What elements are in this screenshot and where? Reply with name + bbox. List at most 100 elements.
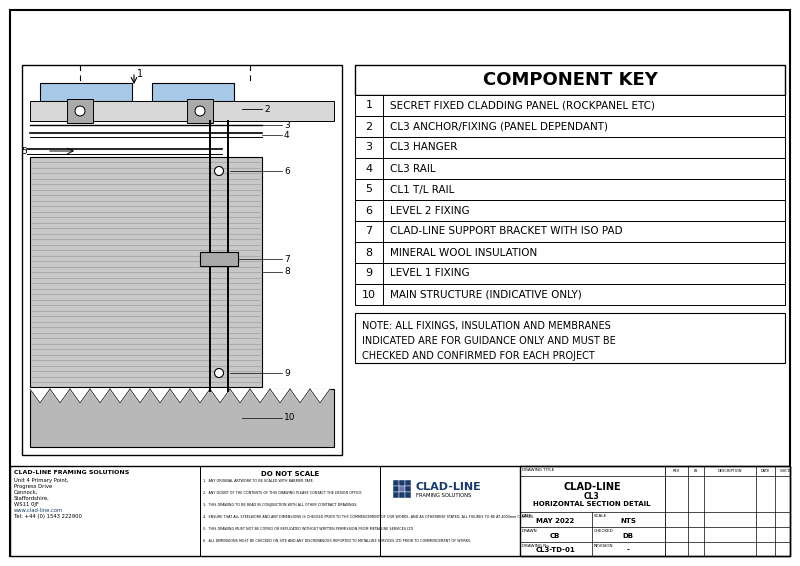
Text: BY: BY xyxy=(694,469,698,473)
Text: DATE: DATE xyxy=(522,514,533,518)
Text: 5: 5 xyxy=(22,147,27,156)
Bar xyxy=(355,263,785,284)
Bar xyxy=(30,101,334,121)
Text: 9: 9 xyxy=(366,268,373,278)
Bar xyxy=(10,466,790,556)
Circle shape xyxy=(195,106,205,116)
Text: CL1 T/L RAIL: CL1 T/L RAIL xyxy=(390,185,454,195)
Bar xyxy=(355,284,785,305)
Polygon shape xyxy=(290,389,310,403)
Polygon shape xyxy=(30,389,50,403)
Text: 4.  ENSURE THAT ALL STEELWORK AND ANY DIMENSIONS IS CHECKED PRIOR TO THE COMMENC: 4. ENSURE THAT ALL STEELWORK AND ANY DIM… xyxy=(203,515,534,519)
Text: 5: 5 xyxy=(366,185,373,195)
Bar xyxy=(355,313,785,363)
Text: CL3: CL3 xyxy=(584,492,600,501)
Polygon shape xyxy=(130,389,150,403)
Bar xyxy=(30,389,334,447)
Bar xyxy=(355,95,785,116)
Polygon shape xyxy=(90,389,110,403)
Text: DRAWING No.: DRAWING No. xyxy=(522,544,550,548)
Bar xyxy=(187,99,213,123)
Text: DATE: DATE xyxy=(761,469,770,473)
Text: 7: 7 xyxy=(366,226,373,237)
Text: 10: 10 xyxy=(284,414,295,422)
Text: HORIZONTAL SECTION DETAIL: HORIZONTAL SECTION DETAIL xyxy=(534,501,650,507)
Text: 6: 6 xyxy=(366,205,373,216)
Bar xyxy=(30,157,262,387)
Text: CL3-TD-01: CL3-TD-01 xyxy=(535,547,575,553)
Text: SECRET FIXED CLADDING PANEL (ROCKPANEL ETC): SECRET FIXED CLADDING PANEL (ROCKPANEL E… xyxy=(390,101,655,110)
Bar xyxy=(355,200,785,221)
Bar xyxy=(399,480,405,486)
Bar xyxy=(40,83,132,101)
Text: 3: 3 xyxy=(284,121,290,130)
Bar xyxy=(355,221,785,242)
Text: 8: 8 xyxy=(284,268,290,277)
Text: CHECKED: CHECKED xyxy=(594,529,614,533)
Polygon shape xyxy=(230,389,250,403)
Text: 9: 9 xyxy=(284,368,290,378)
Text: 7: 7 xyxy=(284,255,290,264)
Circle shape xyxy=(75,106,85,116)
Bar xyxy=(152,83,234,101)
Text: MINERAL WOOL INSULATION: MINERAL WOOL INSULATION xyxy=(390,247,538,258)
Text: 5.  THIS DRAWING MUST NOT BE COPIED OR REPLICATED WITHOUT WRITTEN PERMISSION FRO: 5. THIS DRAWING MUST NOT BE COPIED OR RE… xyxy=(203,527,414,531)
Text: Progress Drive: Progress Drive xyxy=(14,484,52,489)
Text: 1.  ANY ORIGINAL ARTWORK TO BE SCALED WITH BARRIER TAPE.: 1. ANY ORIGINAL ARTWORK TO BE SCALED WIT… xyxy=(203,479,314,483)
Text: Cannock,: Cannock, xyxy=(14,490,38,495)
Polygon shape xyxy=(50,389,70,403)
Text: 4: 4 xyxy=(284,131,290,139)
Bar xyxy=(520,466,790,556)
Text: CLAD-LINE SUPPORT BRACKET WITH ISO PAD: CLAD-LINE SUPPORT BRACKET WITH ISO PAD xyxy=(390,226,622,237)
Bar xyxy=(406,480,411,486)
Text: MAIN STRUCTURE (INDICATIVE ONLY): MAIN STRUCTURE (INDICATIVE ONLY) xyxy=(390,289,582,299)
Bar xyxy=(10,466,200,556)
Text: 3.  THIS DRAWING TO BE READ IN CONJUNCTION WITH ALL OTHER CONTRACT DRAWINGS.: 3. THIS DRAWING TO BE READ IN CONJUNCTIO… xyxy=(203,503,358,507)
Bar xyxy=(355,158,785,179)
Circle shape xyxy=(214,166,223,175)
Text: DB: DB xyxy=(622,533,634,539)
Text: 6.  ALL DIMENSIONS MUST BE CHECKED ON SITE AND ANY DISCREPANCIES REPORTED TO MET: 6. ALL DIMENSIONS MUST BE CHECKED ON SIT… xyxy=(203,539,471,543)
Polygon shape xyxy=(250,389,270,403)
Text: CHK'D: CHK'D xyxy=(780,469,791,473)
Bar xyxy=(355,65,785,95)
Circle shape xyxy=(214,368,223,378)
Text: MAY 2022: MAY 2022 xyxy=(536,518,574,524)
Text: 1: 1 xyxy=(137,69,143,79)
Bar xyxy=(399,492,405,498)
Text: Staffordshire,: Staffordshire, xyxy=(14,496,50,501)
Polygon shape xyxy=(190,389,210,403)
Text: DESCRIPTION: DESCRIPTION xyxy=(718,469,742,473)
Text: FRAMING SOLUTIONS: FRAMING SOLUTIONS xyxy=(416,493,471,498)
Polygon shape xyxy=(70,389,90,403)
Bar xyxy=(393,492,398,498)
Text: 2: 2 xyxy=(366,122,373,131)
Text: REVISION: REVISION xyxy=(594,544,614,548)
Bar xyxy=(406,492,411,498)
Text: 3: 3 xyxy=(366,143,373,152)
Text: CLAD-LINE FRAMING SOLUTIONS: CLAD-LINE FRAMING SOLUTIONS xyxy=(14,470,130,475)
Text: Tel: +44 (0) 1543 222900: Tel: +44 (0) 1543 222900 xyxy=(14,514,82,519)
Polygon shape xyxy=(270,389,290,403)
Text: CLAD-LINE: CLAD-LINE xyxy=(563,482,621,492)
Bar xyxy=(200,466,380,556)
Text: LEVEL 1 FIXING: LEVEL 1 FIXING xyxy=(390,268,470,278)
Polygon shape xyxy=(310,389,330,403)
Bar xyxy=(380,466,520,556)
Polygon shape xyxy=(110,389,130,403)
Text: 2.  ANY DOUBT OF THE CONTENTS OF THIS DRAWING PLEASE CONTACT THE DESIGN OFFICE.: 2. ANY DOUBT OF THE CONTENTS OF THIS DRA… xyxy=(203,491,362,495)
Text: SCALE: SCALE xyxy=(594,514,607,518)
Text: COMPONENT KEY: COMPONENT KEY xyxy=(482,71,658,89)
Bar xyxy=(67,99,93,123)
Text: NOTE: ALL FIXINGS, INSULATION AND MEMBRANES
INDICATED ARE FOR GUIDANCE ONLY AND : NOTE: ALL FIXINGS, INSULATION AND MEMBRA… xyxy=(362,321,616,361)
Text: 10: 10 xyxy=(362,289,376,299)
Text: REV: REV xyxy=(673,469,680,473)
Bar xyxy=(200,252,238,266)
Text: DO NOT SCALE: DO NOT SCALE xyxy=(261,471,319,477)
Bar xyxy=(399,486,405,492)
Text: CL3 ANCHOR/FIXING (PANEL DEPENDANT): CL3 ANCHOR/FIXING (PANEL DEPENDANT) xyxy=(390,122,608,131)
Text: www.clad-line.com: www.clad-line.com xyxy=(14,508,63,513)
Text: CL3 HANGER: CL3 HANGER xyxy=(390,143,458,152)
Text: Unit 4 Primary Point,: Unit 4 Primary Point, xyxy=(14,478,69,483)
Text: NTS: NTS xyxy=(620,518,636,524)
